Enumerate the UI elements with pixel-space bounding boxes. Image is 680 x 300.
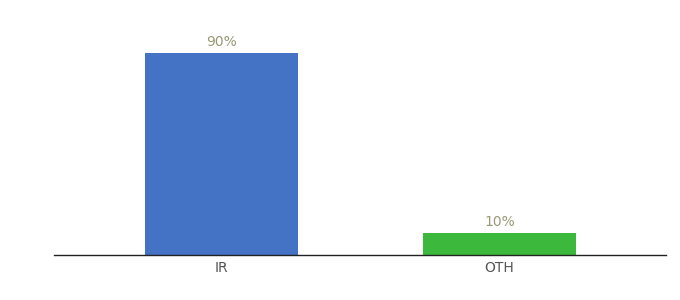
Bar bbox=[145, 52, 298, 255]
Text: 90%: 90% bbox=[206, 35, 237, 49]
Text: 10%: 10% bbox=[484, 215, 515, 229]
Bar bbox=[423, 232, 576, 255]
